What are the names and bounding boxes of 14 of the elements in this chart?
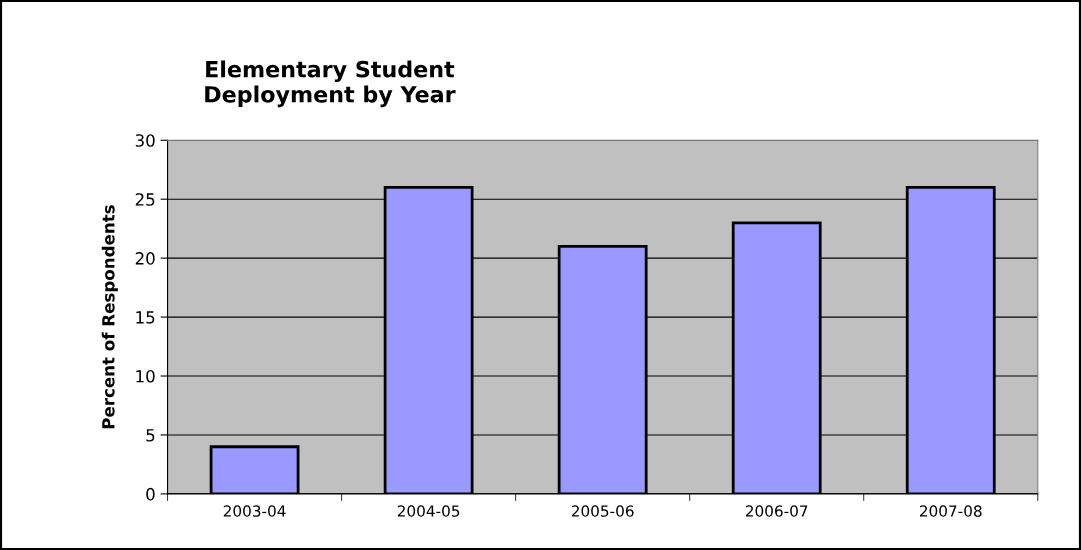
y-tick-label: 20 [135, 252, 155, 265]
x-tick-label: 2006-07 [745, 505, 808, 517]
x-tick-label: 2004-05 [397, 505, 460, 517]
x-tick-label: 2003-04 [223, 505, 286, 517]
x-tick-label: 2005-06 [571, 505, 634, 517]
y-tick-label: 30 [135, 134, 155, 147]
y-tick-label: 10 [136, 369, 155, 383]
y-tick-label: 25 [135, 193, 155, 206]
y-tick-label: 15 [136, 311, 155, 324]
x-tick-label: 2007-08 [919, 505, 982, 517]
y-axis-title: Percent of Respondents [101, 205, 118, 429]
y-tick-label: 5 [146, 429, 155, 442]
chart-title: Elementary Student Deployment by Year [205, 60, 456, 108]
y-tick-label: 0 [146, 487, 155, 501]
